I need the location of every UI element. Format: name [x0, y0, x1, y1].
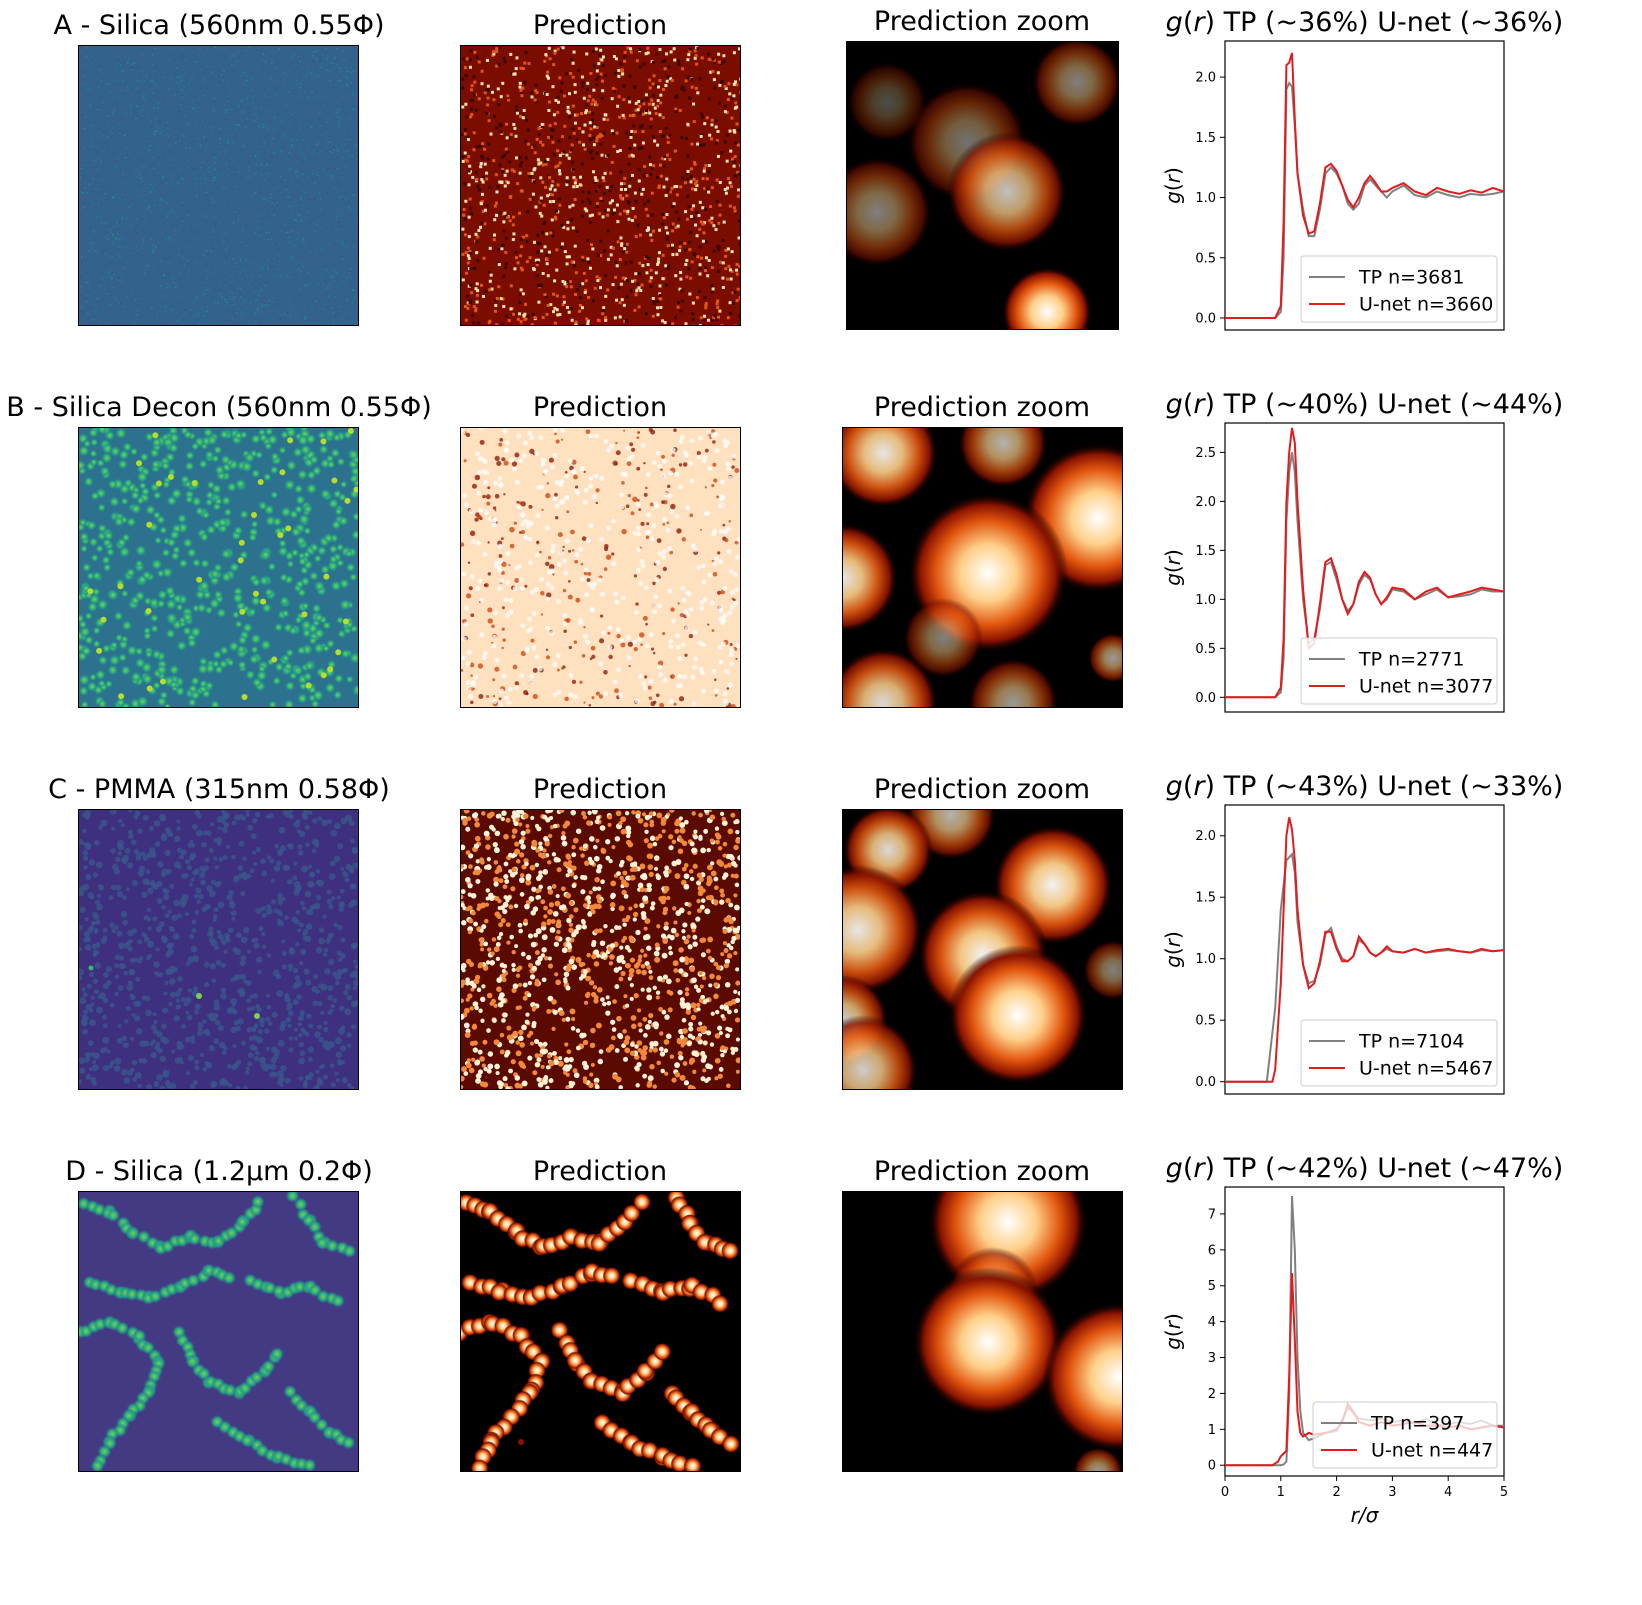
row-a-zoom-image: [846, 41, 1119, 330]
row-a-raw-image: [78, 45, 359, 326]
y-tick-label: 0.5: [1195, 642, 1216, 657]
plot-frame: [1224, 422, 1505, 713]
row-b-zoom-title: Prediction zoom: [873, 392, 1091, 423]
row-d-title: D - Silica (1.2µm 0.2Φ): [65, 1156, 373, 1187]
gr-chart-b: g(r) TP (~40%) U-net (~44%) 0.0 0.5 1.0 1.5 2…: [1161, 389, 1564, 713]
row-b-prediction-image: [460, 427, 741, 708]
legend-label: TP n=7104: [1358, 1031, 1464, 1053]
legend-box: [1300, 1019, 1498, 1087]
gr-chart-d: g(r) TP (~42%) U-net (~47%) 0 1 2 3 4 5 6 7 0 1 2 3 4…: [1161, 1153, 1564, 1527]
x-tick-label: 1: [1277, 1485, 1285, 1500]
y-tick-label: 1.5: [1195, 544, 1216, 559]
row-c-zoom-image: [842, 809, 1123, 1090]
gr-chart-title: g(r) TP (~36%) U-net (~36%): [1166, 7, 1564, 38]
gr-chart-c: g(r) TP (~43%) U-net (~33%) 0.0 0.5 1.0 1.5 2…: [1161, 771, 1564, 1095]
x-tick-label: 2: [1332, 1485, 1340, 1500]
row-a-prediction-title: Prediction: [532, 10, 668, 41]
y-tick-label: 0.0: [1195, 691, 1216, 706]
legend-box: [1300, 637, 1498, 705]
y-axis-label: g(r): [1161, 931, 1185, 968]
row-c-prediction-title: Prediction: [532, 774, 668, 805]
legend-label: U-net n=3660: [1359, 294, 1493, 316]
row-c-prediction-image: [460, 809, 741, 1090]
tp-series-line: [1225, 81, 1504, 319]
row-b-title: B - Silica Decon (560nm 0.55Φ): [6, 392, 432, 423]
y-tick-label: 3: [1208, 1351, 1216, 1366]
plot-frame: [1224, 1186, 1505, 1477]
y-tick-label: 1.0: [1195, 191, 1216, 206]
row-b-raw-image: [78, 427, 359, 708]
y-tick-label: 7: [1208, 1207, 1216, 1222]
y-axis-label: g(r): [1161, 1313, 1185, 1350]
row-d-zoom-image: [842, 1191, 1123, 1472]
x-tick-label: 0: [1221, 1485, 1229, 1500]
y-tick-label: 1.0: [1195, 593, 1216, 608]
y-tick-label: 2.0: [1195, 829, 1216, 844]
y-tick-label: 1: [1208, 1423, 1216, 1438]
plot-frame: [1224, 804, 1505, 1095]
y-tick-label: 4: [1208, 1315, 1216, 1330]
row-b-zoom-image: [842, 427, 1123, 708]
y-tick-label: 1.0: [1195, 952, 1216, 967]
y-tick-label: 0.0: [1195, 1075, 1216, 1090]
unet-series-line: [1225, 427, 1504, 699]
unet-series-line: [1225, 52, 1504, 319]
legend-label: TP n=2771: [1358, 649, 1464, 671]
y-tick-label: 0.0: [1195, 311, 1216, 326]
y-tick-label: 0: [1208, 1459, 1216, 1474]
row-a-zoom-title: Prediction zoom: [873, 6, 1091, 37]
y-axis-label: g(r): [1161, 167, 1185, 204]
x-axis-label: r/σ: [1351, 1503, 1380, 1527]
legend-box: [1312, 1401, 1498, 1469]
legend-label: TP n=397: [1370, 1413, 1464, 1435]
row-d-raw-image: [78, 1191, 359, 1472]
y-tick-label: 2.0: [1195, 495, 1216, 510]
y-tick-label: 2.0: [1195, 71, 1216, 86]
gr-chart-a: g(r) TP (~36%) U-net (~36%) 0.0 0.5 1.0 1.5 2…: [1161, 7, 1564, 331]
gr-chart-title: g(r) TP (~43%) U-net (~33%): [1166, 771, 1564, 802]
row-c-raw-image: [78, 809, 359, 1090]
legend-label: U-net n=5467: [1359, 1058, 1493, 1080]
row-d-prediction-title: Prediction: [532, 1156, 668, 1187]
gr-chart-title: g(r) TP (~42%) U-net (~47%): [1166, 1153, 1564, 1184]
y-axis-label: g(r): [1161, 549, 1185, 586]
row-c-title: C - PMMA (315nm 0.58Φ): [48, 774, 390, 805]
x-tick-label: 5: [1500, 1485, 1508, 1500]
row-d-zoom-title: Prediction zoom: [873, 1156, 1091, 1187]
row-d-prediction-image: [460, 1191, 741, 1472]
y-tick-label: 1.5: [1195, 891, 1216, 906]
y-tick-label: 5: [1208, 1279, 1216, 1294]
y-tick-label: 2: [1208, 1387, 1216, 1402]
x-tick-label: 3: [1388, 1485, 1396, 1500]
legend-box: [1300, 255, 1498, 323]
legend-label: TP n=3681: [1358, 267, 1464, 289]
y-tick-label: 0.5: [1195, 251, 1216, 266]
y-tick-label: 6: [1208, 1243, 1216, 1258]
x-tick-label: 4: [1444, 1485, 1452, 1500]
y-tick-label: 2.5: [1195, 446, 1216, 461]
row-a-prediction-image: [460, 45, 741, 326]
unet-series-line: [1225, 817, 1504, 1083]
legend-label: U-net n=447: [1371, 1440, 1493, 1462]
row-c-zoom-title: Prediction zoom: [873, 774, 1091, 805]
plot-frame: [1224, 40, 1505, 331]
y-tick-label: 1.5: [1195, 131, 1216, 146]
legend-label: U-net n=3077: [1359, 676, 1493, 698]
row-a-title: A - Silica (560nm 0.55Φ): [53, 10, 385, 41]
row-b-prediction-title: Prediction: [532, 392, 668, 423]
gr-chart-title: g(r) TP (~40%) U-net (~44%): [1166, 389, 1564, 420]
y-tick-label: 0.5: [1195, 1014, 1216, 1029]
